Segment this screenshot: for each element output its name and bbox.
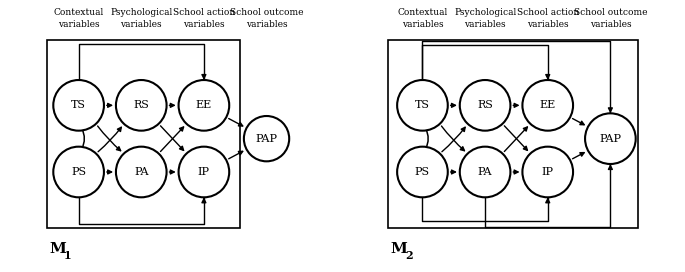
Text: M: M (49, 242, 66, 256)
Circle shape (53, 147, 104, 197)
Text: 2: 2 (405, 251, 413, 261)
Text: Contextual
variables: Contextual variables (397, 8, 447, 29)
Text: School outcome
variables: School outcome variables (573, 8, 647, 29)
Circle shape (179, 147, 229, 197)
Text: M: M (390, 242, 408, 256)
Text: School action
variables: School action variables (173, 8, 235, 29)
Text: PS: PS (415, 167, 430, 177)
Text: Psychological
variables: Psychological variables (454, 8, 516, 29)
Text: School action
variables: School action variables (516, 8, 579, 29)
Circle shape (397, 147, 448, 197)
Text: PS: PS (71, 167, 86, 177)
Circle shape (585, 113, 636, 164)
Text: RS: RS (134, 100, 149, 110)
Text: IP: IP (198, 167, 210, 177)
Text: EE: EE (540, 100, 556, 110)
Text: IP: IP (542, 167, 553, 177)
Circle shape (523, 147, 573, 197)
Text: Contextual
variables: Contextual variables (53, 8, 103, 29)
Text: PAP: PAP (599, 134, 621, 144)
Text: Psychological
variables: Psychological variables (110, 8, 173, 29)
Text: TS: TS (71, 100, 86, 110)
Text: PA: PA (134, 167, 149, 177)
Circle shape (116, 147, 166, 197)
Circle shape (397, 80, 448, 131)
Text: 1: 1 (64, 251, 72, 261)
Circle shape (116, 80, 166, 131)
Text: PA: PA (478, 167, 493, 177)
Circle shape (523, 80, 573, 131)
Circle shape (244, 116, 289, 161)
Text: TS: TS (415, 100, 430, 110)
Circle shape (53, 80, 104, 131)
Bar (388, 40, 638, 228)
Circle shape (460, 147, 510, 197)
Text: PAP: PAP (256, 134, 277, 144)
Bar (47, 40, 240, 228)
Circle shape (179, 80, 229, 131)
Text: RS: RS (477, 100, 493, 110)
Text: School outcome
variables: School outcome variables (229, 8, 303, 29)
Circle shape (460, 80, 510, 131)
Text: EE: EE (196, 100, 212, 110)
